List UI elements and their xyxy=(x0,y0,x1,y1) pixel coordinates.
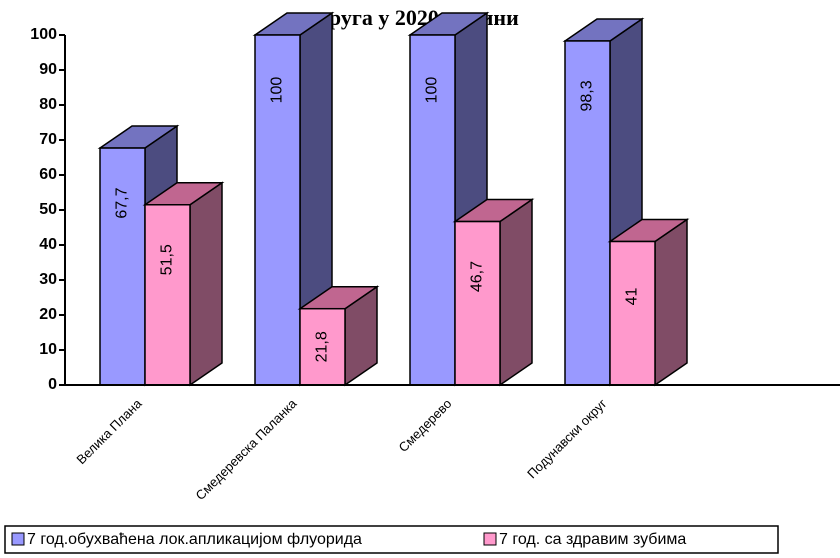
value-label: 100 xyxy=(424,77,441,104)
legend-swatch xyxy=(483,532,497,546)
value-label: 100 xyxy=(269,77,286,104)
y-tick-label: 40 xyxy=(39,236,57,253)
y-tick-label: 10 xyxy=(39,341,57,358)
bar xyxy=(299,307,346,386)
y-tick-label: 100 xyxy=(30,26,57,43)
value-label: 67,7 xyxy=(114,187,131,218)
y-tick-label: 80 xyxy=(39,96,57,113)
value-label: 41 xyxy=(624,288,641,306)
x-tick-label: Велика Плана xyxy=(73,395,145,467)
bar xyxy=(144,204,191,386)
bar-side xyxy=(654,218,688,387)
bar xyxy=(564,40,611,386)
bar xyxy=(454,220,501,386)
x-tick-label: Смедерево xyxy=(395,396,454,455)
y-tick-label: 30 xyxy=(39,271,57,288)
value-label: 98,3 xyxy=(579,80,596,111)
bar xyxy=(99,147,146,386)
y-tick-label: 70 xyxy=(39,131,57,148)
legend-box xyxy=(4,525,779,554)
value-label: 21,8 xyxy=(314,331,331,362)
legend-swatch xyxy=(11,532,25,546)
value-label: 51,5 xyxy=(159,244,176,275)
y-tick-label: 90 xyxy=(39,61,57,78)
x-tick-label: Смедеревска Паланка xyxy=(192,395,300,503)
y-tick-label: 20 xyxy=(39,306,57,323)
bar-side xyxy=(189,181,223,387)
y-tick-label: 60 xyxy=(39,166,57,183)
y-tick-label: 0 xyxy=(48,376,57,393)
x-tick-label: Подунавски округ xyxy=(524,396,610,482)
legend-label: 7 год.обухваћена лок.апликацијом флуорид… xyxy=(27,531,362,548)
bar xyxy=(609,240,656,386)
value-label: 46,7 xyxy=(469,261,486,292)
bar xyxy=(409,34,456,386)
bar-side xyxy=(499,198,533,387)
y-tick-label: 50 xyxy=(39,201,57,218)
legend-label: 7 год. са здравим зубима xyxy=(499,531,686,548)
